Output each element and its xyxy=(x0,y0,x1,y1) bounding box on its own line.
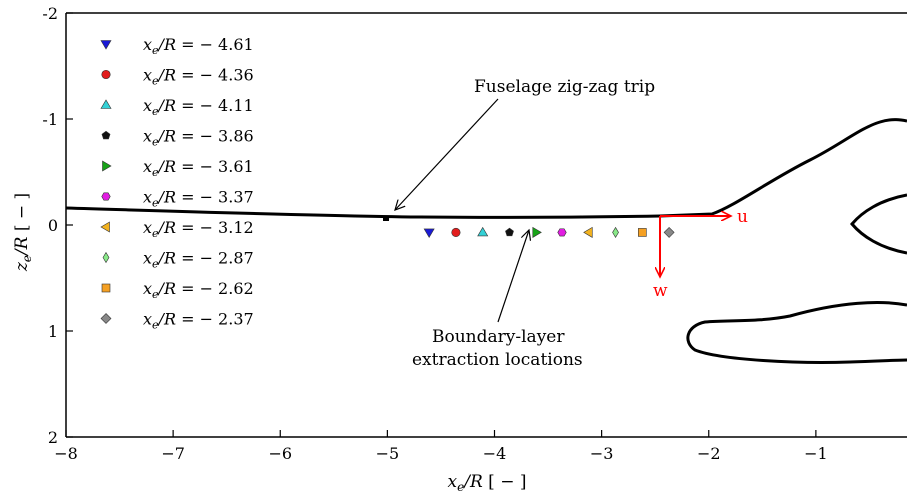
y-tick-label: -1 xyxy=(42,110,58,129)
data-point xyxy=(452,228,461,237)
x-tick-label: −5 xyxy=(376,444,400,463)
spinner-line xyxy=(852,195,907,253)
legend-label: xe/R = − 3.86 xyxy=(143,127,254,149)
legend-item: xe/R = − 4.11 xyxy=(101,96,254,118)
legend-item: xe/R = − 3.86 xyxy=(102,127,254,149)
annotation-extraction-line1: Boundary-layer xyxy=(432,327,565,347)
legend-marker xyxy=(102,70,111,79)
y-tick-label: 2 xyxy=(48,428,58,447)
data-point xyxy=(584,227,593,237)
legend-marker xyxy=(103,253,109,263)
legend-marker xyxy=(102,284,110,292)
legend-label: xe/R = − 3.61 xyxy=(143,157,254,179)
legend-label: xe/R = − 4.61 xyxy=(143,35,254,57)
velocity-vectors: u w xyxy=(653,207,748,301)
data-point xyxy=(424,229,434,238)
y-tick-label: 1 xyxy=(48,322,58,341)
x-axis-ticks: −8−7−6−5−4−3−2−10 xyxy=(54,430,907,463)
legend-item: xe/R = − 3.61 xyxy=(103,157,254,179)
u-vector-label: u xyxy=(737,207,748,227)
legend-item: xe/R = − 2.37 xyxy=(101,310,254,332)
data-point xyxy=(664,227,674,237)
legend-label: xe/R = − 3.12 xyxy=(143,218,254,240)
legend-label: xe/R = − 4.11 xyxy=(143,96,254,118)
x-tick-label: −4 xyxy=(483,444,507,463)
data-point xyxy=(478,227,488,236)
legend-item: xe/R = − 4.36 xyxy=(102,66,254,88)
legend-label: xe/R = − 3.37 xyxy=(143,188,254,210)
legend-item: xe/R = − 2.87 xyxy=(103,249,254,271)
x-tick-label: −6 xyxy=(268,444,292,463)
data-markers xyxy=(424,227,674,237)
y-axis-label: ze/R [ − ] xyxy=(12,193,34,272)
y-axis-ticks: -2 -1 0 1 2 xyxy=(42,4,73,447)
x-axis-label: xe/R [ − ] xyxy=(448,472,527,494)
data-point xyxy=(638,228,646,236)
legend-item: xe/R = − 4.61 xyxy=(101,35,254,57)
legend-marker xyxy=(102,193,111,200)
legend-item: xe/R = − 2.62 xyxy=(102,279,254,301)
x-tick-label: −7 xyxy=(161,444,185,463)
annotation-extraction-locations: Boundary-layer extraction locations xyxy=(412,230,583,370)
legend-marker xyxy=(101,41,111,50)
legend-marker xyxy=(103,161,112,171)
legend-marker xyxy=(101,314,111,324)
legend-label: xe/R = − 4.36 xyxy=(143,66,254,88)
legend-label: xe/R = − 2.62 xyxy=(143,279,254,301)
x-tick-label: −1 xyxy=(804,444,828,463)
y-tick-label: 0 xyxy=(48,216,58,235)
zigzag-trip-marker xyxy=(383,216,389,221)
annotation-extraction-line2: extraction locations xyxy=(412,350,583,370)
legend: xe/R = − 4.61 xe/R = − 4.36 xe/R = − 4.11 x… xyxy=(101,35,254,332)
data-point xyxy=(533,227,542,237)
legend-marker xyxy=(102,131,110,139)
legend-item: xe/R = − 3.12 xyxy=(101,218,254,240)
data-point xyxy=(505,228,513,236)
x-tick-label: −2 xyxy=(697,444,721,463)
legend-marker xyxy=(101,222,110,232)
x-tick-label: −3 xyxy=(590,444,614,463)
y-tick-label: -2 xyxy=(42,4,58,23)
nacelle-lower-loop xyxy=(688,303,907,363)
legend-label: xe/R = − 2.37 xyxy=(143,310,254,332)
data-point xyxy=(558,229,567,236)
legend-item: xe/R = − 3.37 xyxy=(102,188,254,210)
data-point xyxy=(613,227,619,237)
legend-label: xe/R = − 2.87 xyxy=(143,249,254,271)
w-vector-label: w xyxy=(653,281,668,301)
legend-marker xyxy=(101,100,111,109)
annotation-zigzag-trip-label: Fuselage zig-zag trip xyxy=(474,77,655,97)
annotation-zigzag-trip: Fuselage zig-zag trip xyxy=(395,77,655,210)
